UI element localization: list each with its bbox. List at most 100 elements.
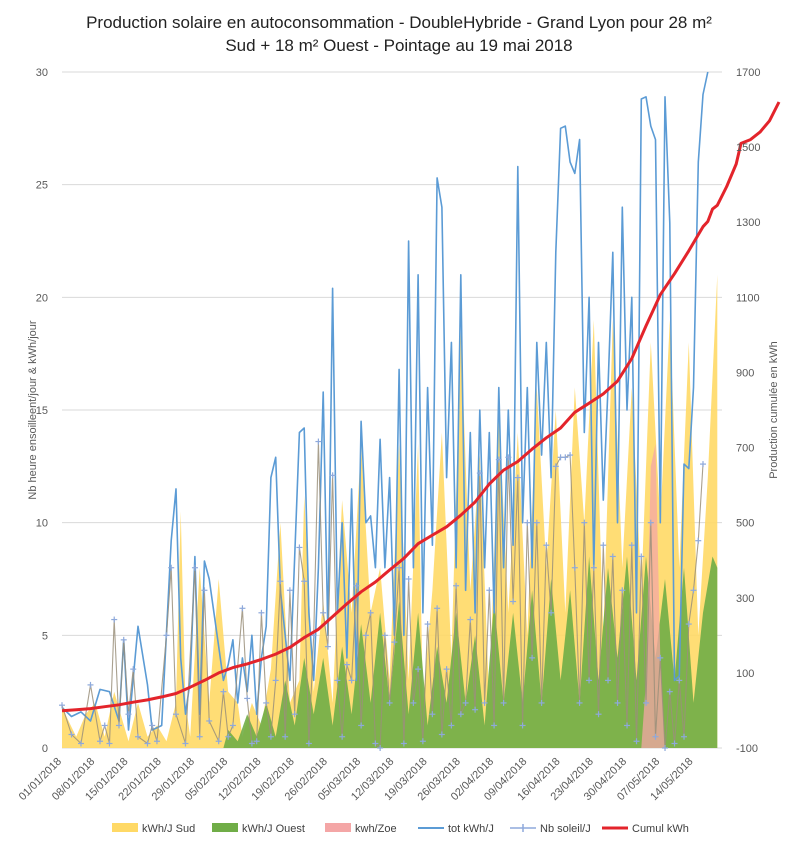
point-marker <box>462 699 469 706</box>
y-axis-right-label: Production cumulée en kWh <box>768 341 780 479</box>
point-marker <box>348 677 355 684</box>
y-axis-left-label: Nb heure ensoilleent/jour & kWh/jour <box>27 320 39 499</box>
point-marker <box>562 454 569 461</box>
point-marker <box>662 745 669 751</box>
point-marker <box>476 470 483 477</box>
point-marker <box>130 666 137 673</box>
point-marker <box>115 722 122 729</box>
y-right-tick-label: 300 <box>736 593 754 605</box>
left-axis-ticks: 0 5 10 15 20 25 30 <box>36 67 48 755</box>
point-marker <box>168 564 175 571</box>
line-tot-kwh-j <box>61 71 709 731</box>
legend-swatch <box>212 823 238 832</box>
point-marker <box>258 609 265 616</box>
point-marker <box>481 699 488 706</box>
area-kwh-j-ouest <box>62 556 718 748</box>
point-marker <box>619 587 626 594</box>
point-marker <box>191 564 198 571</box>
point-marker <box>244 695 251 702</box>
point-marker <box>367 609 374 616</box>
y-right-tick-label: 1300 <box>736 217 760 229</box>
point-marker <box>609 553 616 560</box>
point-marker <box>229 722 236 729</box>
point-marker <box>172 711 179 718</box>
point-marker <box>282 733 289 740</box>
legend-item: Cumul kWh <box>602 823 689 835</box>
point-marker <box>329 472 336 479</box>
point-marker <box>405 576 412 582</box>
y-right-tick-label: 1500 <box>736 142 760 154</box>
point-marker <box>182 740 189 747</box>
point-marker <box>377 745 384 751</box>
point-marker <box>486 587 493 594</box>
point-marker <box>362 632 369 639</box>
legend-label: tot kWh/J <box>448 823 494 835</box>
y-right-tick-label: 100 <box>736 668 754 680</box>
point-marker <box>624 722 631 729</box>
point-marker <box>681 733 688 740</box>
point-marker <box>106 740 113 747</box>
point-marker <box>538 699 545 706</box>
point-marker <box>248 740 255 747</box>
gridlines <box>62 71 722 749</box>
area-series <box>62 274 718 748</box>
point-marker <box>605 677 612 684</box>
point-marker <box>552 463 559 470</box>
point-marker <box>595 711 602 718</box>
point-marker <box>424 621 431 628</box>
right-axis-ticks: -100 100 300 500 700 900 1100 1300 1500 1700 <box>736 67 760 755</box>
point-marker <box>111 616 118 623</box>
legend-item: Nb soleil/J <box>510 823 591 835</box>
point-marker <box>134 733 141 740</box>
y-right-tick-label: 500 <box>736 518 754 530</box>
point-marker <box>320 609 327 616</box>
legend-label: kWh/J Sud <box>142 823 195 835</box>
point-marker <box>101 722 108 729</box>
y-right-tick-label: 700 <box>736 443 754 455</box>
point-marker <box>296 544 303 551</box>
point-marker <box>491 722 498 729</box>
point-marker <box>548 609 555 616</box>
point-marker <box>410 699 417 706</box>
legend-label: kWh/J Ouest <box>242 823 305 835</box>
point-marker <box>339 733 346 740</box>
point-marker <box>581 519 588 526</box>
chart-title-line1: Production solaire en autoconsommation -… <box>86 13 712 32</box>
point-marker <box>671 740 678 747</box>
legend-item: kWh/J Ouest <box>212 823 305 835</box>
line-series <box>59 71 781 751</box>
point-marker <box>263 699 270 706</box>
point-marker <box>652 733 659 740</box>
point-marker <box>96 738 103 745</box>
point-marker <box>495 456 502 463</box>
point-marker <box>225 733 232 740</box>
point-marker <box>358 722 365 729</box>
point-marker <box>353 582 360 589</box>
y-left-tick-label: 15 <box>36 405 48 417</box>
point-marker <box>381 632 388 639</box>
point-marker <box>529 654 536 661</box>
point-marker <box>600 542 607 549</box>
point-marker <box>87 681 94 688</box>
point-marker <box>386 699 393 706</box>
point-marker <box>372 740 379 747</box>
point-marker <box>438 731 445 738</box>
point-marker <box>453 582 460 589</box>
x-axis-ticks: 01/01/201808/01/201815/01/201822/01/2018… <box>17 756 696 803</box>
point-marker <box>59 702 65 709</box>
point-marker <box>500 699 507 706</box>
point-marker <box>343 661 350 668</box>
point-marker <box>533 519 540 526</box>
point-marker <box>215 738 222 745</box>
y-right-tick-label: 1700 <box>736 67 760 79</box>
point-marker <box>543 542 550 549</box>
point-marker <box>334 677 341 684</box>
line-nb-soleil-j <box>61 441 704 750</box>
point-marker <box>396 564 403 571</box>
chart-title-line2: Sud + 18 m² Ouest - Pointage au 19 mai 2… <box>225 36 572 55</box>
point-marker <box>305 740 312 747</box>
y-left-tick-label: 25 <box>36 180 48 192</box>
point-marker <box>429 711 436 718</box>
legend-label: Nb soleil/J <box>540 823 591 835</box>
